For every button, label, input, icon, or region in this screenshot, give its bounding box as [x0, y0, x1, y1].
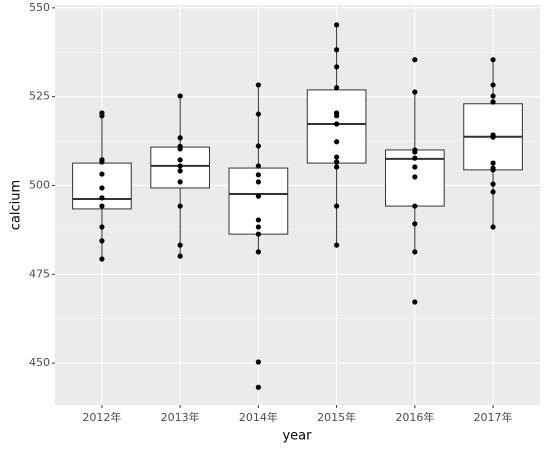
- point: [177, 168, 183, 174]
- point: [490, 82, 496, 88]
- point: [255, 217, 261, 223]
- point: [255, 143, 261, 149]
- point: [412, 164, 418, 170]
- point: [334, 22, 340, 28]
- point: [334, 164, 340, 170]
- x-tick-label: 2015年: [317, 410, 356, 424]
- point: [412, 149, 418, 155]
- point: [490, 160, 496, 166]
- x-tick-label: 2016年: [395, 410, 434, 424]
- point: [490, 224, 496, 230]
- point: [177, 242, 183, 248]
- point: [334, 139, 340, 145]
- point: [255, 359, 261, 365]
- panel: [55, 5, 540, 405]
- x-tick-label: 2012年: [82, 410, 121, 424]
- point: [99, 171, 105, 177]
- point: [177, 93, 183, 99]
- y-tick-label: 500: [29, 178, 50, 191]
- point: [99, 256, 105, 262]
- point: [490, 181, 496, 187]
- point: [177, 157, 183, 163]
- y-tick-label: 525: [29, 90, 50, 103]
- point: [255, 384, 261, 390]
- point: [334, 203, 340, 209]
- point: [177, 146, 183, 152]
- x-tick-label: 2014年: [239, 410, 278, 424]
- point: [177, 203, 183, 209]
- point: [99, 203, 105, 209]
- point: [99, 224, 105, 230]
- point: [334, 113, 340, 119]
- x-tick-label: 2013年: [161, 410, 200, 424]
- point: [412, 249, 418, 255]
- x-tick-label: 2017年: [474, 410, 513, 424]
- y-tick-label: 550: [29, 1, 50, 14]
- point: [334, 47, 340, 53]
- point: [412, 299, 418, 305]
- point: [255, 82, 261, 88]
- point: [99, 113, 105, 119]
- point: [412, 221, 418, 227]
- point: [490, 134, 496, 140]
- x-axis-title: year: [282, 429, 312, 444]
- point: [412, 155, 418, 161]
- point: [334, 121, 340, 127]
- point: [177, 253, 183, 259]
- point: [255, 231, 261, 237]
- point: [490, 99, 496, 105]
- y-tick-label: 475: [29, 267, 50, 280]
- point: [334, 64, 340, 70]
- y-axis-title: calcium: [9, 180, 24, 230]
- point: [255, 193, 261, 199]
- point: [255, 111, 261, 117]
- point: [255, 179, 261, 185]
- point: [490, 57, 496, 63]
- y-tick-label: 450: [29, 356, 50, 369]
- point: [177, 135, 183, 141]
- point: [99, 159, 105, 165]
- point: [99, 195, 105, 201]
- point: [334, 242, 340, 248]
- point: [255, 224, 261, 230]
- point: [255, 249, 261, 255]
- point: [412, 174, 418, 180]
- point: [490, 167, 496, 173]
- box: [228, 167, 289, 235]
- point: [177, 163, 183, 169]
- point: [334, 154, 340, 160]
- point: [255, 163, 261, 169]
- point: [490, 189, 496, 195]
- point: [490, 93, 496, 99]
- point: [99, 238, 105, 244]
- point: [412, 57, 418, 63]
- point: [334, 159, 340, 165]
- point: [412, 89, 418, 95]
- point: [255, 172, 261, 178]
- point: [177, 179, 183, 185]
- point: [334, 85, 340, 91]
- point: [412, 203, 418, 209]
- point: [99, 185, 105, 191]
